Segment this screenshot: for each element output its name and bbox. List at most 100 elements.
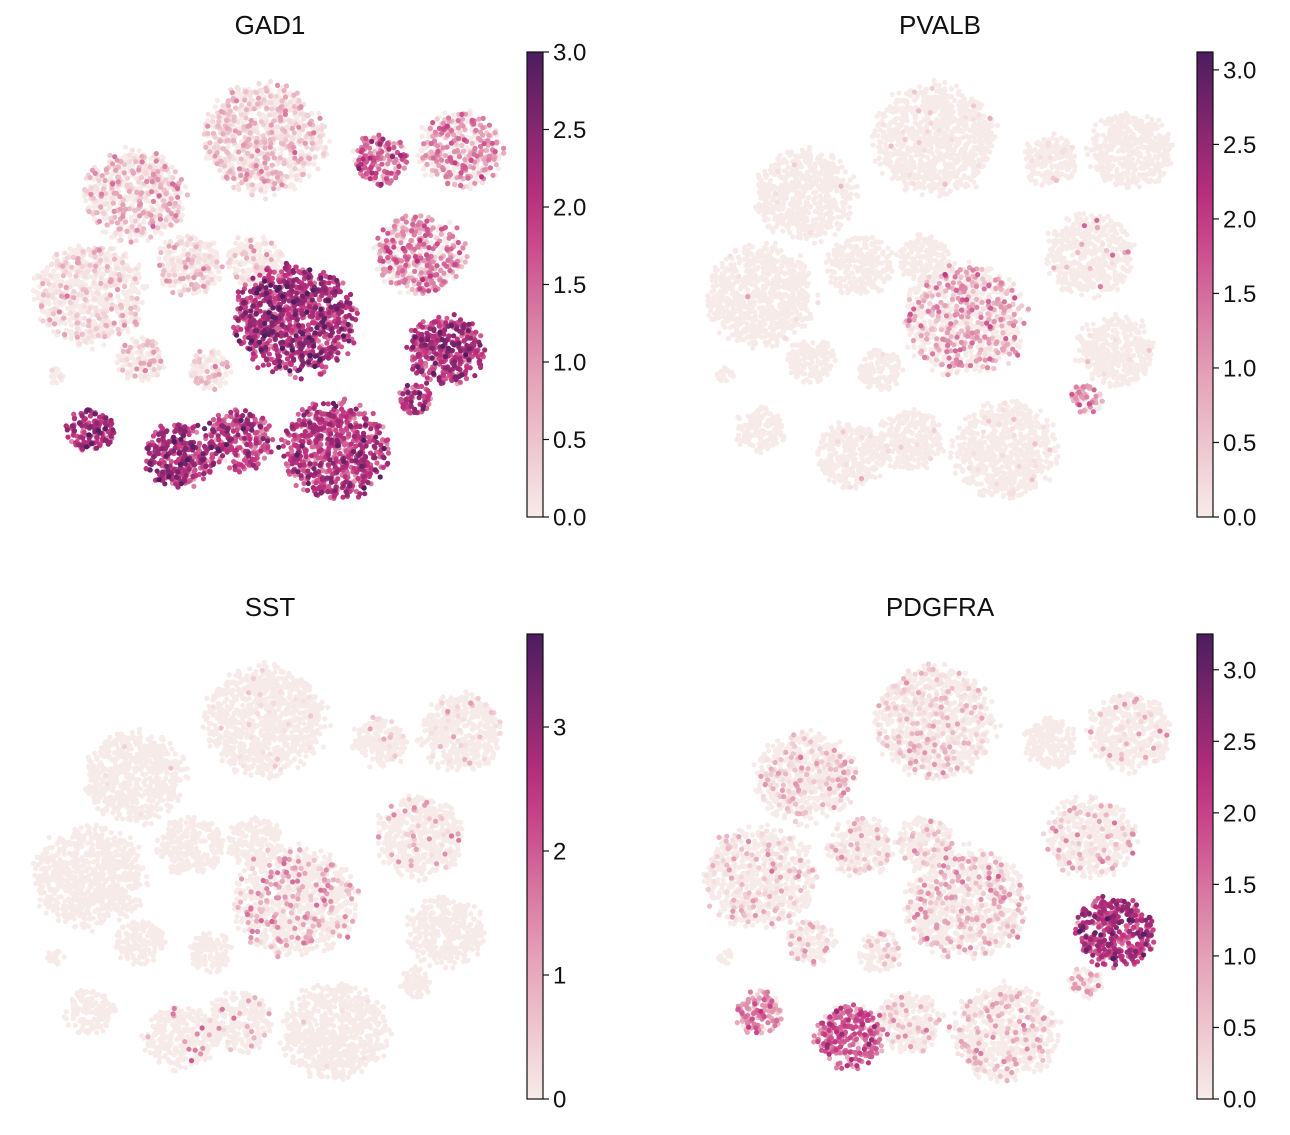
cell-point (256, 95, 262, 101)
cell-point (380, 272, 386, 278)
cell-point (141, 226, 147, 232)
cell-point (274, 124, 280, 130)
cell-point (315, 166, 321, 172)
cell-point (120, 202, 126, 208)
cell-point (278, 133, 284, 139)
cell-point (447, 268, 453, 274)
cell-point (140, 284, 146, 290)
cell-point (416, 281, 422, 287)
cell-point (225, 103, 231, 109)
cell-point (465, 175, 471, 181)
cell-point (226, 264, 232, 270)
cell-point (447, 172, 453, 178)
cell-point (258, 119, 264, 125)
cell-point (216, 275, 223, 281)
cell-point (52, 300, 58, 306)
cell-point (163, 177, 169, 183)
cell-point (212, 104, 218, 110)
cell-point (443, 174, 449, 180)
cell-point (40, 318, 46, 324)
cell-point (271, 111, 277, 117)
cell-point (55, 329, 61, 335)
cell-point (205, 265, 211, 271)
cell-point (214, 259, 220, 265)
cell-point (374, 460, 380, 466)
cell-point (136, 148, 142, 154)
cell-point (108, 246, 114, 252)
cell-point (447, 155, 453, 161)
cell-point (62, 320, 68, 326)
cell-point (67, 246, 73, 252)
cell-point (158, 231, 164, 237)
cell-point (316, 110, 322, 116)
cell-point (191, 286, 197, 292)
cell-point (234, 84, 240, 91)
cell-point (136, 167, 142, 173)
cell-point (262, 145, 268, 151)
cell-point (87, 329, 93, 335)
cell-point (64, 280, 70, 286)
cell-point (401, 165, 407, 171)
cell-point (292, 149, 298, 156)
cell-point (132, 211, 139, 217)
cell-point (255, 101, 261, 107)
cell-point (188, 236, 194, 242)
cell-point (434, 116, 440, 122)
cell-point (48, 273, 54, 279)
cell-point (398, 258, 405, 264)
cell-point (69, 264, 75, 270)
cell-point (130, 170, 137, 176)
cell-point (72, 278, 78, 285)
cell-point (185, 257, 191, 263)
cell-point (43, 267, 50, 273)
cell-point (95, 332, 101, 339)
cell-point (448, 128, 455, 134)
cell-point (50, 311, 56, 317)
cell-point (71, 411, 77, 417)
cell-point (184, 242, 190, 248)
cell-point (318, 126, 324, 132)
cell-point (109, 172, 115, 178)
cell-point (147, 164, 153, 170)
cell-point (129, 147, 135, 153)
cell-point (472, 145, 478, 151)
cell-point (262, 189, 268, 195)
cell-point (376, 166, 382, 172)
cell-point (440, 167, 446, 173)
cell-point (178, 176, 184, 183)
cell-point (161, 268, 167, 274)
cell-point (126, 273, 133, 279)
cell-point (144, 283, 150, 290)
cell-point (489, 140, 495, 146)
cell-point (238, 172, 244, 178)
cell-point (258, 168, 264, 174)
cell-point (238, 156, 244, 162)
cell-point (107, 292, 114, 298)
cell-point (238, 241, 244, 247)
cell-point (101, 303, 107, 309)
cell-point (156, 255, 162, 261)
panel-title: GAD1 (35, 10, 505, 41)
cell-point (115, 326, 121, 332)
cell-point (264, 105, 270, 111)
cell-point (220, 131, 226, 137)
cell-point (82, 274, 88, 280)
cell-point (198, 363, 204, 370)
cell-point (184, 192, 190, 198)
cell-point (403, 262, 409, 268)
cell-point (240, 268, 246, 274)
cell-point (317, 115, 323, 121)
cell-point (434, 143, 441, 149)
cell-point (116, 331, 122, 337)
cell-point (40, 292, 47, 298)
cell-point (397, 139, 403, 145)
cell-point (137, 213, 143, 219)
cell-point (107, 259, 113, 265)
cell-point (434, 272, 440, 278)
cell-point (227, 108, 233, 114)
cell-point (220, 146, 226, 152)
cell-point (478, 333, 484, 339)
cell-point (203, 144, 209, 150)
cell-point (212, 378, 218, 384)
cell-point (159, 222, 165, 228)
